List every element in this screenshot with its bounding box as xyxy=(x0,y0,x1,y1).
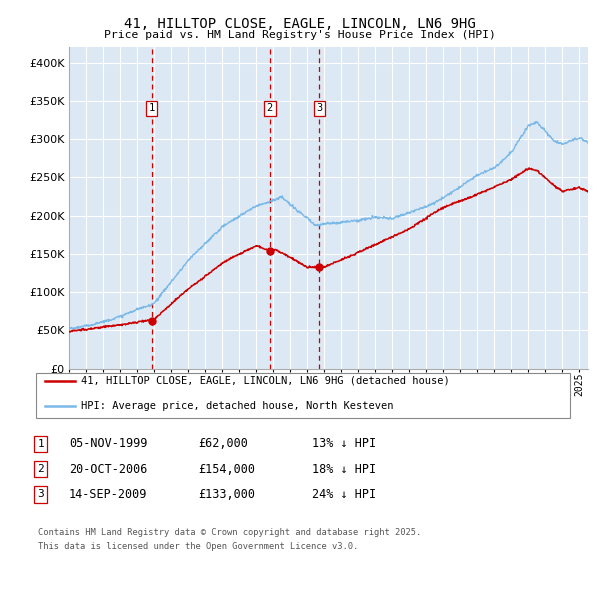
Text: Contains HM Land Registry data © Crown copyright and database right 2025.: Contains HM Land Registry data © Crown c… xyxy=(38,528,421,537)
Text: 3: 3 xyxy=(316,103,322,113)
Text: This data is licensed under the Open Government Licence v3.0.: This data is licensed under the Open Gov… xyxy=(38,542,358,550)
Text: 14-SEP-2009: 14-SEP-2009 xyxy=(69,488,148,501)
Text: 20-OCT-2006: 20-OCT-2006 xyxy=(69,463,148,476)
Text: 1: 1 xyxy=(148,103,155,113)
Text: 2: 2 xyxy=(37,464,44,474)
Text: £154,000: £154,000 xyxy=(198,463,255,476)
Text: 05-NOV-1999: 05-NOV-1999 xyxy=(69,437,148,450)
Text: 2: 2 xyxy=(266,103,273,113)
Text: 24% ↓ HPI: 24% ↓ HPI xyxy=(312,488,376,501)
Text: 1: 1 xyxy=(37,439,44,448)
Text: £62,000: £62,000 xyxy=(198,437,248,450)
Text: 18% ↓ HPI: 18% ↓ HPI xyxy=(312,463,376,476)
Text: 3: 3 xyxy=(37,490,44,499)
Text: £133,000: £133,000 xyxy=(198,488,255,501)
Text: 13% ↓ HPI: 13% ↓ HPI xyxy=(312,437,376,450)
Text: HPI: Average price, detached house, North Kesteven: HPI: Average price, detached house, Nort… xyxy=(81,401,394,411)
Text: 41, HILLTOP CLOSE, EAGLE, LINCOLN, LN6 9HG: 41, HILLTOP CLOSE, EAGLE, LINCOLN, LN6 9… xyxy=(124,17,476,31)
Text: Price paid vs. HM Land Registry's House Price Index (HPI): Price paid vs. HM Land Registry's House … xyxy=(104,30,496,40)
Text: 41, HILLTOP CLOSE, EAGLE, LINCOLN, LN6 9HG (detached house): 41, HILLTOP CLOSE, EAGLE, LINCOLN, LN6 9… xyxy=(81,376,450,385)
